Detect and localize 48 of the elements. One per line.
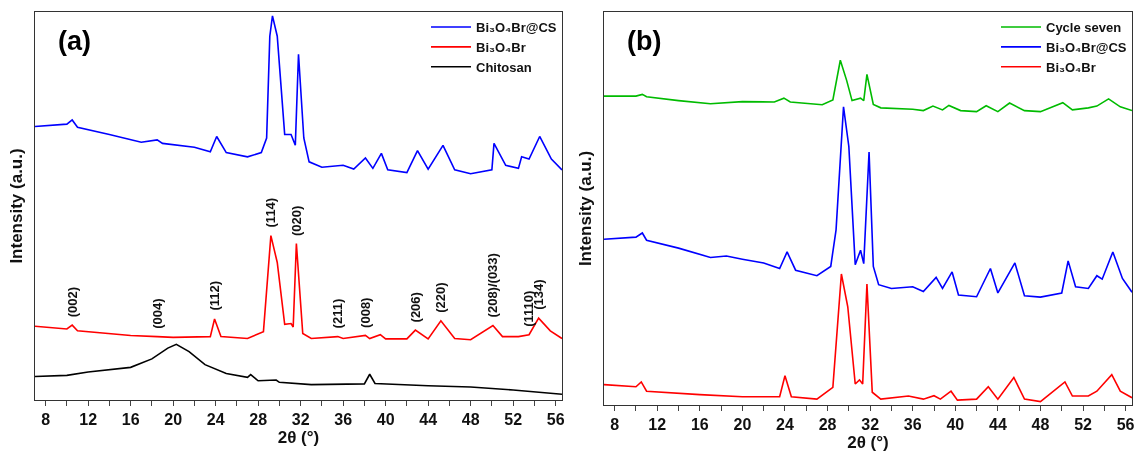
x-tick-label: 44 [419,411,438,429]
x-tick-label: 52 [1074,416,1093,434]
x-tick-label: 12 [79,411,98,429]
x-tick-label: 32 [861,416,880,434]
x-tick-label: 28 [249,411,268,429]
x-tick-label: 24 [776,416,794,434]
legend-label: Bi₃O₄Br@CS [1046,39,1127,55]
x-tick-label: 48 [461,411,480,429]
x-tick-label: 56 [1116,416,1135,434]
annotation: (220) [433,282,449,313]
x-tick-label: 32 [291,411,310,429]
annotation: (a) [58,26,91,56]
x-tick-label: 48 [1031,416,1050,434]
x-tick-label: 12 [648,416,667,434]
annotation: (112) [206,280,222,311]
y-axis-title: Intensity (a.u.) [7,148,27,264]
x-tick-label: 8 [610,416,620,434]
x-tick-label: 8 [41,411,51,429]
x-tick-label: 56 [546,411,565,429]
x-tick-label: 16 [121,411,140,429]
legend-label: Chitosan [476,59,532,75]
legend-label: Bi₃O₄Br [476,39,526,55]
x-tick-label: 36 [903,416,922,434]
x-tick-label: 40 [376,411,395,429]
annotation: (206) [408,292,424,323]
annotation: (211) [330,298,346,329]
x-tick-label: 28 [818,416,837,434]
text: (b) [627,26,662,56]
x-tick-label: 36 [334,411,353,429]
x-tick-label: 52 [504,411,523,429]
annotation: (114) [263,197,279,228]
annotation: (020) [288,205,304,237]
annotation: (008) [357,297,373,328]
annotation: (002) [65,286,81,318]
x-tick-label: 20 [733,416,752,434]
legend-label: Bi₃O₄Br [1046,59,1096,75]
x-axis-title: 2θ (°) [277,428,320,448]
x-axis-title: 2θ (°) [847,433,889,453]
annotation: (208)/(033) [485,253,501,318]
x-tick-label: 16 [690,416,709,434]
x-tick-label: 24 [206,411,225,429]
legend-label: Bi₃O₄Br@CS [476,20,557,36]
annotation: (004) [149,298,165,329]
y-axis-title: Intensity (a.u.) [576,150,596,267]
x-tick-label: 20 [164,411,183,429]
legend-label: Cycle seven [1046,20,1122,36]
x-tick-label: 40 [946,416,965,434]
x-tick-label: 44 [988,416,1007,434]
